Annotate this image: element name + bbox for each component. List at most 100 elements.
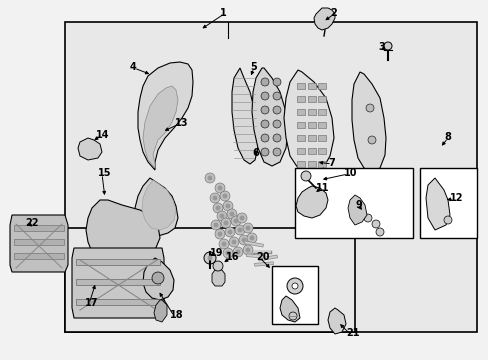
Bar — [65, 228, 354, 332]
Circle shape — [245, 248, 250, 252]
Text: 17: 17 — [85, 298, 98, 308]
Text: 16: 16 — [225, 252, 239, 262]
Circle shape — [239, 235, 248, 245]
Circle shape — [261, 120, 268, 128]
Bar — [76, 259, 160, 265]
Bar — [317, 135, 325, 141]
Circle shape — [217, 211, 226, 221]
Circle shape — [249, 235, 254, 240]
Circle shape — [225, 251, 230, 256]
Circle shape — [261, 92, 268, 100]
Circle shape — [241, 238, 246, 243]
Polygon shape — [231, 68, 258, 164]
Circle shape — [228, 237, 239, 247]
Circle shape — [152, 272, 163, 284]
Bar — [317, 122, 325, 128]
Circle shape — [291, 283, 297, 289]
Polygon shape — [212, 270, 224, 286]
Text: 15: 15 — [98, 168, 111, 178]
Circle shape — [221, 218, 230, 228]
Bar — [296, 161, 305, 167]
Circle shape — [226, 209, 237, 219]
Circle shape — [219, 239, 228, 249]
Polygon shape — [313, 8, 334, 30]
Circle shape — [272, 148, 281, 156]
Circle shape — [233, 219, 238, 224]
Circle shape — [365, 104, 373, 112]
Circle shape — [371, 220, 379, 228]
Bar — [307, 161, 315, 167]
Circle shape — [235, 249, 240, 255]
Bar — [307, 83, 315, 89]
Circle shape — [363, 214, 371, 222]
Circle shape — [235, 225, 244, 235]
Circle shape — [301, 171, 310, 181]
Bar — [307, 135, 315, 141]
Polygon shape — [280, 296, 299, 322]
Polygon shape — [351, 72, 385, 172]
Text: 5: 5 — [249, 62, 256, 72]
Bar — [271, 266, 317, 324]
Polygon shape — [347, 195, 366, 225]
Bar — [296, 109, 305, 115]
Circle shape — [286, 278, 303, 294]
Text: 19: 19 — [209, 248, 223, 258]
Polygon shape — [72, 248, 163, 318]
Bar — [296, 96, 305, 102]
Circle shape — [207, 256, 212, 261]
Bar — [14, 239, 64, 245]
Circle shape — [219, 213, 224, 219]
Circle shape — [375, 228, 383, 236]
Polygon shape — [327, 308, 346, 334]
Bar — [14, 225, 64, 231]
Bar — [307, 148, 315, 154]
Circle shape — [245, 225, 250, 230]
Bar — [296, 148, 305, 154]
Circle shape — [217, 231, 222, 237]
Polygon shape — [251, 68, 287, 166]
Bar — [307, 122, 315, 128]
Text: 7: 7 — [327, 158, 334, 168]
Circle shape — [232, 247, 243, 257]
Text: 8: 8 — [443, 132, 450, 142]
Circle shape — [215, 206, 220, 211]
Polygon shape — [142, 258, 174, 300]
Polygon shape — [135, 178, 178, 236]
Circle shape — [243, 223, 252, 233]
Bar — [419, 168, 476, 238]
Circle shape — [237, 228, 242, 233]
Text: 18: 18 — [170, 310, 183, 320]
Text: 20: 20 — [256, 252, 269, 262]
Circle shape — [215, 183, 224, 193]
Circle shape — [239, 216, 244, 220]
Circle shape — [210, 220, 221, 230]
Circle shape — [261, 148, 268, 156]
Polygon shape — [284, 70, 333, 174]
Bar — [296, 122, 305, 128]
Circle shape — [203, 252, 216, 264]
Polygon shape — [142, 86, 178, 168]
Circle shape — [217, 185, 222, 190]
Circle shape — [355, 206, 363, 214]
Bar — [317, 96, 325, 102]
Circle shape — [288, 312, 296, 320]
Text: 12: 12 — [449, 193, 463, 203]
Bar — [294, 168, 412, 238]
Text: 14: 14 — [96, 130, 109, 140]
Polygon shape — [295, 186, 327, 218]
Circle shape — [212, 195, 217, 201]
Circle shape — [207, 176, 212, 180]
Bar — [307, 109, 315, 115]
Polygon shape — [138, 62, 193, 170]
Bar — [14, 253, 64, 259]
Polygon shape — [78, 138, 102, 160]
Circle shape — [261, 134, 268, 142]
Circle shape — [443, 216, 451, 224]
Circle shape — [220, 191, 229, 201]
Bar — [317, 161, 325, 167]
Circle shape — [246, 233, 257, 243]
Circle shape — [272, 134, 281, 142]
Bar — [65, 22, 476, 332]
Circle shape — [225, 203, 230, 208]
Text: 9: 9 — [354, 200, 361, 210]
